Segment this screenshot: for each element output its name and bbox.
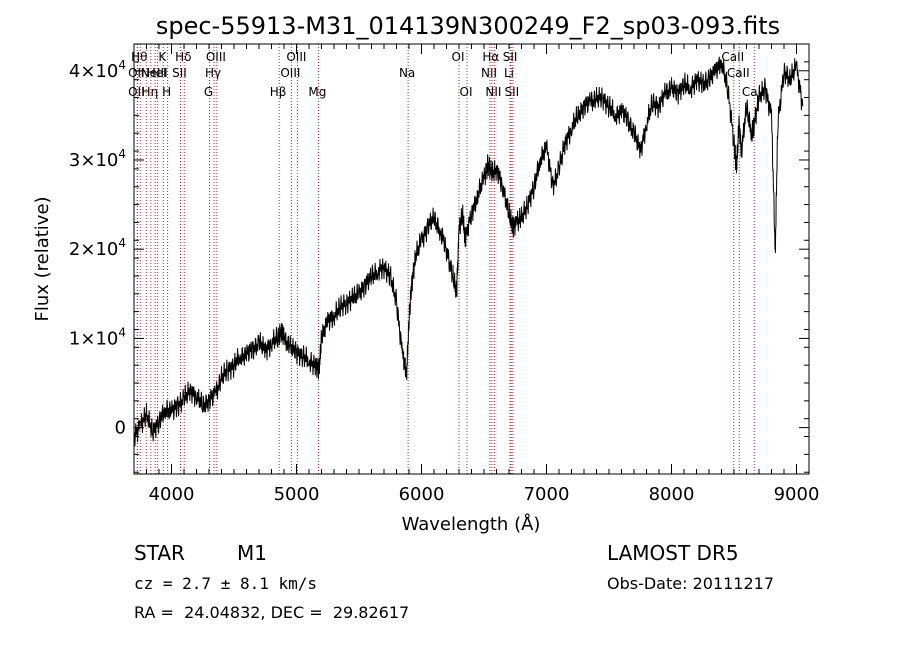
marker-label-5: NeIII: [141, 66, 168, 80]
x-tick-label-5: 9000: [774, 484, 820, 505]
object-class: STAR: [134, 541, 185, 565]
marker-label-22: Hα: [482, 50, 499, 64]
marker-label-27: CaII: [721, 50, 744, 64]
marker-label-8: H: [162, 85, 171, 99]
survey-name: LAMOST DR5: [607, 541, 739, 565]
x-tick-label-3: 7000: [524, 484, 570, 505]
marker-label-21: NII: [481, 66, 497, 80]
y-tick-label-4: 4×104: [69, 58, 126, 82]
plot-frame: [133, 43, 810, 475]
x-tick-label-4: 8000: [649, 484, 695, 505]
marker-label-17: Mg: [308, 85, 326, 99]
marker-label-13: OIII: [206, 50, 226, 64]
marker-label-20: OI: [460, 85, 473, 99]
y-tick-label-2: 2×104: [69, 236, 126, 260]
marker-label-12: Hγ: [205, 66, 221, 80]
marker-label-23: NII: [485, 85, 501, 99]
marker-label-18: Na: [399, 66, 415, 80]
marker-label-15: OIII: [280, 66, 300, 80]
x-tick-label-2: 6000: [399, 484, 445, 505]
chart-title: spec-55913-M31_014139N300249_F2_sp03-093…: [156, 12, 780, 40]
marker-label-25: SII: [503, 50, 518, 64]
spectral-line-markers: HθOIIOIIHηNeIIIHeIKHSIIHδGHγOIIIHβOIIIOI…: [128, 44, 765, 474]
redshift-velocity: cz = 2.7 ± 8.1 km/s: [134, 574, 318, 593]
marker-label-6: HeI: [147, 66, 167, 80]
x-tick-label-0: 4000: [149, 484, 195, 505]
marker-label-9: SII: [172, 66, 187, 80]
marker-label-1: OII: [128, 66, 145, 80]
observation-date: Obs-Date: 20111217: [607, 574, 775, 593]
x-axis: 4000 5000 6000 7000 8000 9000: [133, 44, 820, 505]
marker-label-7: K: [158, 50, 167, 64]
marker-label-4: Hη: [142, 85, 159, 99]
marker-label-28: CaII: [727, 66, 750, 80]
marker-label-2: OII: [128, 85, 145, 99]
marker-label-14: Hβ: [270, 85, 287, 99]
y-axis: 0 1×104 2×104 3×104 4×104: [69, 43, 809, 473]
marker-label-16: OIII: [286, 50, 306, 64]
marker-label-19: OI: [452, 50, 465, 64]
x-axis-label: Wavelength (Å): [402, 513, 541, 535]
coordinates: RA = 24.04832, DEC = 29.82617: [134, 603, 410, 622]
y-tick-label-0: 0: [115, 418, 126, 439]
y-axis-label: Flux (relative): [32, 196, 53, 321]
spectrum-chart: spec-55913-M31_014139N300249_F2_sp03-093…: [32, 12, 820, 535]
marker-label-0: Hθ: [131, 50, 147, 64]
marker-label-10: Hδ: [175, 50, 191, 64]
object-subclass: M1: [237, 541, 267, 565]
y-tick-label-1: 1×104: [69, 325, 126, 349]
x-tick-label-1: 5000: [274, 484, 320, 505]
marker-label-11: G: [204, 85, 213, 99]
spectrum-line: [133, 56, 804, 447]
marker-label-24: Li: [504, 66, 514, 80]
marker-label-26: SII: [505, 85, 520, 99]
y-tick-label-3: 3×104: [69, 147, 126, 171]
